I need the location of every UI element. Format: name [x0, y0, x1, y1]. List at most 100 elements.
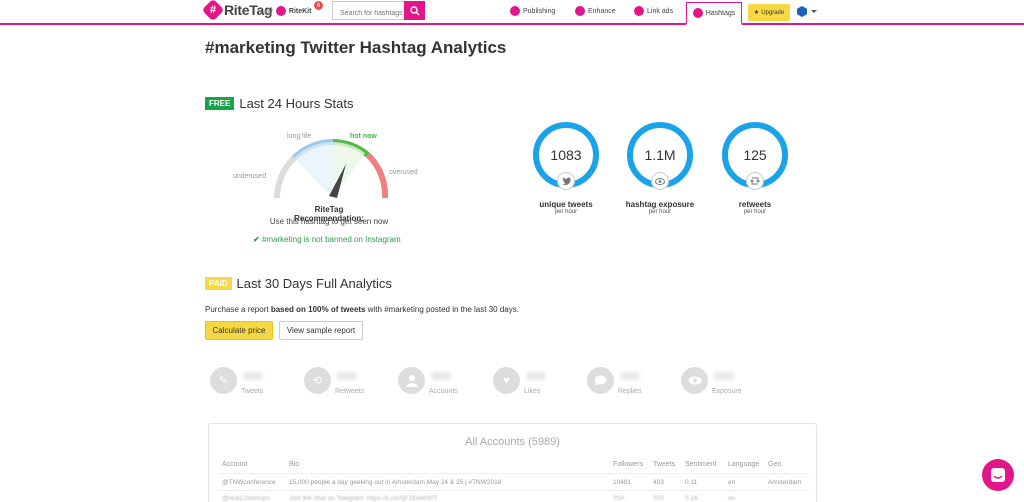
search-icon	[409, 5, 420, 16]
metric-label: Retweets	[335, 388, 365, 395]
purchase-bold: based on 100% of tweets	[270, 305, 366, 314]
calculate-price-button[interactable]: Calculate price	[205, 321, 273, 340]
gauge-label-underused: underused	[233, 173, 267, 180]
stat-ring: 1083	[533, 122, 599, 190]
upgrade-label: Upgrade	[761, 9, 785, 16]
metric-label: Replies	[618, 388, 642, 395]
column-header: Bio	[289, 461, 300, 468]
ritetag-logo[interactable]: # RiteTag	[201, 0, 273, 22]
column-header: Account	[222, 461, 248, 468]
free-badge: FREE	[205, 97, 235, 110]
stat-value: 1.1M	[644, 147, 676, 163]
pencil-icon: ✎	[210, 367, 237, 394]
cell-bio: Join the chat on Telegram: https://t.co/…	[289, 495, 438, 502]
purchase-suffix: with #marketing posted in the last 30 da…	[365, 305, 519, 314]
logo-text: RiteTag	[224, 2, 273, 18]
all-accounts-title: All Accounts (5989)	[465, 436, 560, 448]
gauge-chart	[274, 139, 389, 199]
twitter-icon	[557, 172, 575, 190]
cell-language: en	[728, 495, 736, 502]
recommendation-text: Use this hashtag to get seen now	[269, 217, 389, 226]
nav-link-ads-label: Link ads	[647, 7, 674, 15]
hashtag-logo-icon: #	[201, 0, 225, 22]
retweet-icon	[746, 172, 764, 190]
stat-ring: 1.1M	[627, 122, 693, 190]
metric-label: Likes	[524, 388, 541, 395]
blurred-value	[714, 372, 734, 380]
heart-icon: ♥	[493, 367, 520, 394]
recommendation-title: RiteTag Recommendation:	[294, 205, 364, 223]
stat-sub: per hour	[648, 209, 672, 215]
stat-sub: per hour	[743, 209, 767, 215]
chat-launcher-button[interactable]	[982, 459, 1014, 491]
stat-value: 1083	[550, 147, 582, 163]
metric-label: Exposure	[712, 388, 742, 395]
row-divider	[219, 490, 809, 491]
nav-publishing[interactable]: Publishing	[510, 6, 555, 16]
purchase-prefix: Purchase a report	[205, 305, 271, 314]
metric-label: Accounts	[429, 388, 458, 395]
cell-followers: 25A	[613, 495, 625, 502]
nav-hashtags[interactable]: Hashtags	[686, 2, 742, 25]
by-ritekit[interactable]: / by RiteKit	[260, 6, 311, 16]
cell-followers: 10481	[613, 479, 632, 486]
blurred-value	[243, 372, 263, 380]
stat-unique-tweets: 1083 unique tweets per hour	[526, 122, 606, 215]
banned-status-text: #marketing is not banned on Instagram	[261, 235, 401, 244]
by-label: / by	[260, 6, 273, 16]
user-avatar-icon[interactable]	[797, 6, 807, 17]
column-header: Followers	[613, 461, 643, 468]
stat-hashtag-exposure: 1.1M hashtag exposure per hour	[620, 122, 700, 215]
gauge-label-hot-now: hot now	[350, 133, 377, 140]
enhance-icon	[575, 6, 585, 16]
paid-badge: PAID	[205, 277, 232, 290]
banned-status: ✔ #marketing is not banned on Instagram	[253, 235, 401, 244]
nav-link-ads[interactable]: Link ads	[634, 6, 673, 16]
eye-icon	[651, 172, 669, 190]
chevron-down-icon[interactable]	[811, 10, 817, 13]
user-icon	[398, 367, 425, 394]
stat-ring: 125	[722, 122, 788, 190]
nav-enhance[interactable]: Enhance	[575, 6, 616, 16]
stat-value: 125	[743, 147, 767, 163]
nav-publishing-label: Publishing	[523, 7, 556, 15]
column-header: Language	[728, 461, 760, 468]
cell-language: en	[728, 479, 736, 486]
star-icon: ★	[753, 10, 760, 16]
hashtags-icon	[692, 8, 703, 18]
gauge-label-overused: overused	[389, 169, 418, 176]
stat-label: unique tweets	[539, 200, 593, 209]
search-input[interactable]	[332, 1, 404, 20]
publishing-icon	[510, 6, 520, 16]
row-divider	[219, 473, 809, 474]
metric-replies: Replies	[587, 367, 677, 401]
blurred-value	[431, 372, 451, 380]
notification-badge[interactable]: 6	[314, 1, 323, 10]
chat-icon	[991, 468, 1005, 482]
cell-account[interactable]: @TNWconference	[222, 479, 276, 486]
column-header: Sentiment	[685, 461, 717, 468]
cell-sentiment: 0.16	[685, 495, 698, 502]
blurred-value	[526, 372, 546, 380]
nav-enhance-label: Enhance	[588, 7, 616, 15]
cell-geo: Amsterdam	[768, 479, 802, 486]
metric-tweets: ✎ Tweets	[210, 367, 300, 401]
paid-section-title: Last 30 Days Full Analytics	[236, 276, 392, 291]
hashtag-gauge: underused long life hot now overused	[225, 128, 435, 248]
metric-exposure: Exposure	[681, 367, 771, 401]
metric-likes: ♥ Likes	[493, 367, 583, 401]
cell-tweets: 203	[653, 495, 664, 502]
nav-hashtags-label: Hashtags	[705, 9, 736, 17]
upgrade-button[interactable]: ★ Upgrade	[748, 4, 790, 21]
search-button[interactable]	[404, 1, 425, 20]
all-accounts-card: All Accounts (5989) Account Bio Follower…	[208, 423, 817, 502]
metric-accounts: Accounts	[398, 367, 488, 401]
stat-label: hashtag exposure	[625, 200, 695, 209]
top-navbar: # RiteTag / by RiteKit 6 Publishing Enha…	[0, 0, 1024, 25]
view-sample-report-button[interactable]: View sample report	[279, 321, 363, 340]
metric-label: Tweets	[241, 388, 264, 395]
cell-account[interactable]: @real12startups	[222, 495, 270, 502]
retweet-icon: ⟲	[304, 367, 331, 394]
blurred-value	[620, 372, 640, 380]
ritekit-label: RiteKit	[288, 7, 312, 15]
